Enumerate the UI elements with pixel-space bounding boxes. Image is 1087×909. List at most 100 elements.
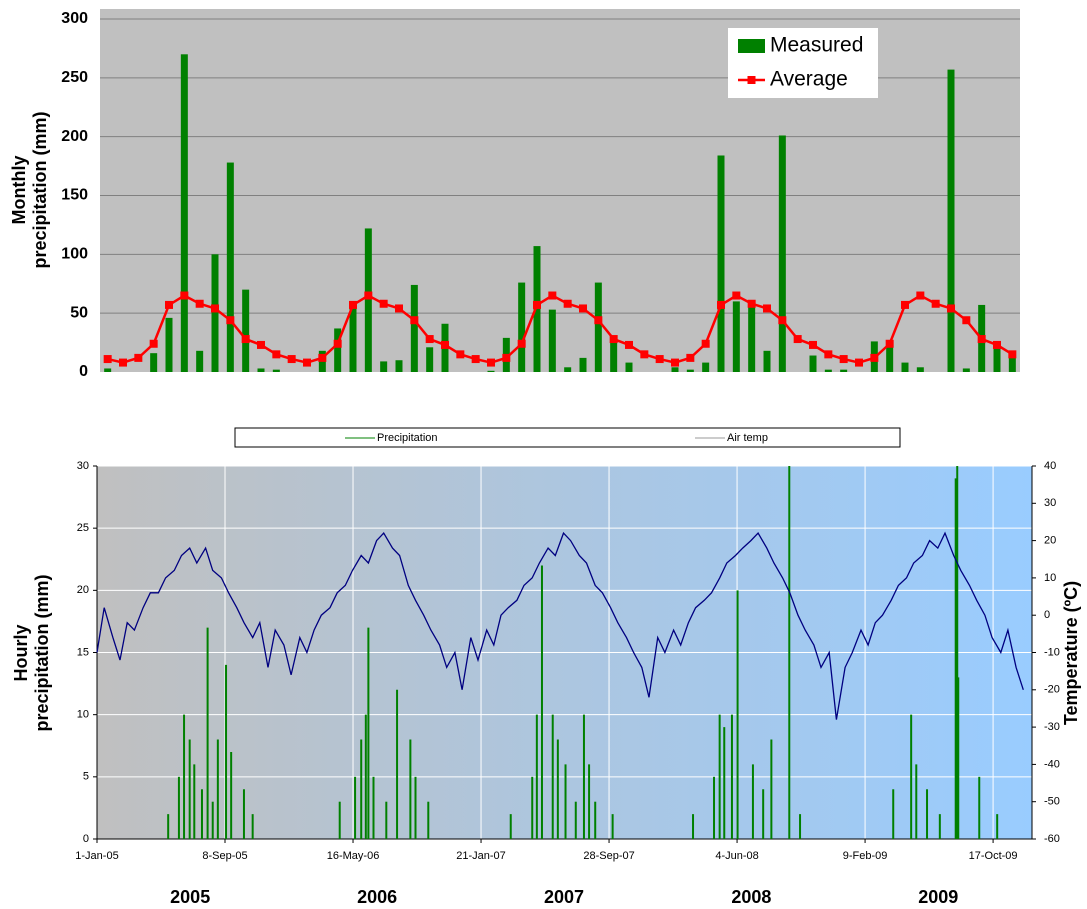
y-tick-label: 150: [61, 187, 88, 204]
x-tick-label: 21-Jan-07: [456, 850, 506, 862]
line-marker: [257, 340, 265, 349]
y-axis-title: precipitation (mm): [30, 111, 50, 268]
legend-swatch: [747, 76, 756, 84]
line-marker: [195, 299, 204, 308]
line-marker: [211, 304, 219, 313]
bar: [901, 362, 909, 372]
bar: [349, 304, 357, 372]
y2-tick-label: -40: [1044, 758, 1060, 770]
legend-label: Air temp: [727, 432, 768, 444]
line-marker: [119, 358, 127, 367]
y2-tick-label: 10: [1044, 572, 1056, 584]
line-marker: [916, 291, 925, 300]
bar: [426, 347, 434, 372]
year-label: 2006: [357, 887, 397, 907]
y-axis-title: Monthly: [9, 156, 29, 225]
line-marker: [226, 316, 235, 325]
y2-tick-label: -30: [1044, 721, 1060, 733]
bar: [196, 350, 204, 372]
bar: [104, 368, 112, 372]
legend-label: Measured: [770, 34, 863, 57]
bar: [947, 69, 955, 372]
line-marker: [947, 304, 955, 313]
bar: [778, 135, 786, 372]
line-marker: [533, 300, 541, 309]
bar: [809, 355, 817, 372]
line-marker: [487, 358, 495, 367]
x-tick-label: 28-Sep-07: [583, 850, 634, 862]
y-tick-label: 30: [77, 460, 89, 472]
line-marker: [563, 299, 572, 308]
line-marker: [395, 304, 403, 313]
line-marker: [855, 358, 863, 367]
line-marker: [502, 353, 511, 362]
y2-tick-label: 40: [1044, 460, 1056, 472]
line-marker: [609, 335, 618, 344]
bar: [257, 368, 265, 372]
line-marker: [747, 299, 756, 308]
line-marker: [165, 300, 173, 309]
y-tick-label: 100: [61, 246, 88, 263]
bar: [840, 369, 848, 372]
line-marker: [1008, 350, 1017, 359]
legend-label: Precipitation: [377, 432, 438, 444]
bar: [410, 284, 418, 372]
bar: [732, 301, 740, 372]
line-marker: [640, 350, 649, 359]
y2-tick-label: -20: [1044, 684, 1060, 696]
line-marker: [456, 350, 465, 359]
line-marker: [318, 353, 327, 362]
bar: [380, 361, 388, 372]
bar: [165, 317, 173, 372]
year-label: 2005: [170, 887, 210, 907]
bar: [150, 353, 158, 372]
year-label: 2009: [918, 887, 958, 907]
y-tick-label: 0: [83, 833, 89, 845]
y-tick-label: 300: [61, 10, 88, 27]
x-tick-label: 9-Feb-09: [843, 850, 888, 862]
y2-axis-title: Temperature (ºC): [1061, 581, 1081, 725]
bar: [487, 370, 495, 372]
y-tick-label: 50: [70, 304, 88, 321]
line-marker: [870, 353, 879, 362]
x-tick-label: 8-Sep-05: [202, 850, 247, 862]
line-marker: [272, 350, 281, 359]
line-marker: [701, 339, 710, 348]
line-marker: [977, 335, 986, 344]
bar: [993, 341, 1001, 372]
y2-tick-label: -10: [1044, 646, 1060, 658]
y-tick-label: 5: [83, 771, 89, 783]
bar: [686, 369, 694, 372]
line-marker: [824, 350, 833, 359]
line-marker: [241, 335, 250, 344]
bar: [533, 246, 541, 372]
line-marker: [839, 355, 848, 364]
bar: [548, 309, 556, 372]
bar: [334, 328, 342, 372]
y-tick-label: 15: [77, 646, 89, 658]
bar: [625, 362, 633, 372]
x-tick-label: 1-Jan-05: [75, 850, 118, 862]
bar: [579, 357, 587, 372]
line-marker: [655, 355, 664, 364]
line-marker: [425, 335, 434, 344]
line-marker: [885, 339, 894, 348]
bar: [272, 369, 280, 372]
year-label: 2007: [544, 887, 584, 907]
line-marker: [778, 316, 787, 325]
line-marker: [287, 355, 296, 364]
bar: [226, 162, 234, 372]
x-tick-label: 16-May-06: [327, 850, 380, 862]
line-marker: [134, 353, 143, 362]
temperature-line: [96, 531, 1024, 720]
bar: [962, 368, 970, 372]
line-marker: [517, 339, 526, 348]
line-marker: [303, 358, 311, 367]
line-marker: [717, 300, 725, 309]
y-tick-label: 200: [61, 128, 88, 145]
line-marker: [103, 355, 112, 364]
y-tick-label: 10: [77, 709, 89, 721]
x-tick-label: 4-Jun-08: [715, 850, 758, 862]
bar: [717, 155, 725, 372]
